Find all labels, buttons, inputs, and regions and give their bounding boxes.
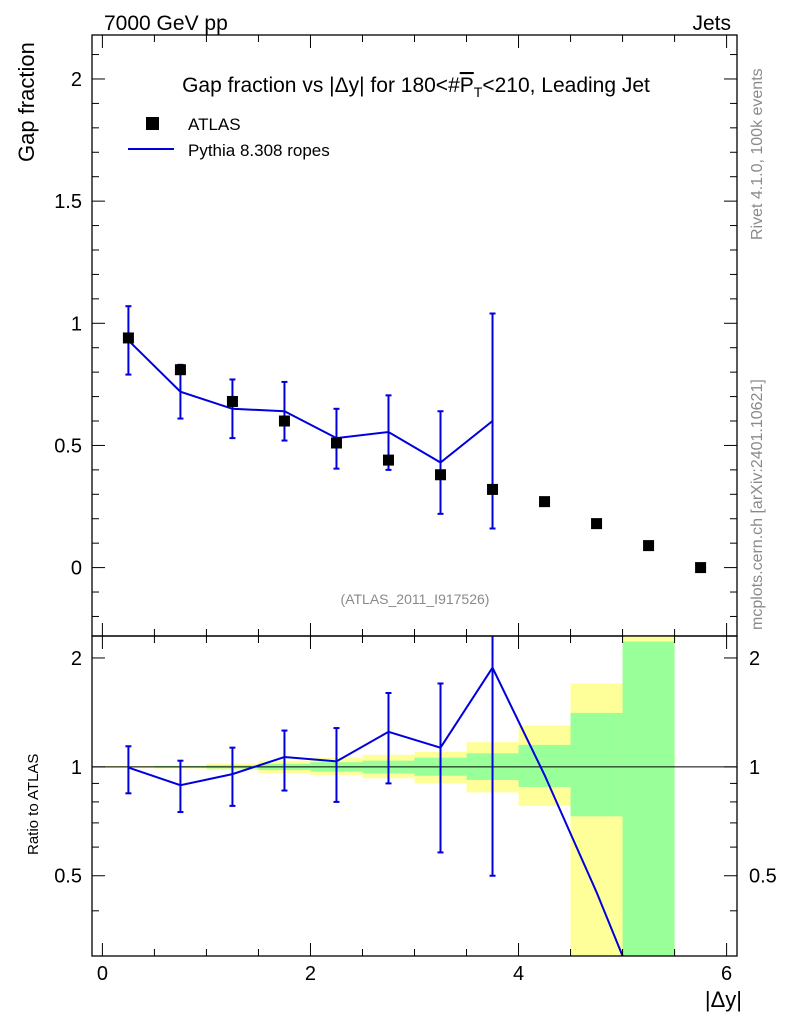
- atlas-data-point: [591, 518, 603, 530]
- atlas-data-point: [539, 496, 551, 508]
- y-tick-label: 1.5: [54, 191, 82, 213]
- legend-pythia-label: Pythia 8.308 ropes: [188, 141, 330, 160]
- x-tick-label: 6: [721, 963, 732, 985]
- mcplots-label: mcplots.cern.ch [arXiv:2401.10621]: [749, 379, 766, 630]
- x-axis-label: |Δy|: [705, 987, 742, 1012]
- uncertainty-band-green: [622, 641, 675, 956]
- y-tick-label: 1: [71, 313, 82, 335]
- y-tick-label: 2: [71, 69, 82, 91]
- rivet-version-label: Rivet 4.1.0, 100k events: [749, 68, 766, 240]
- chart-title: Gap fraction vs |Δy| for 180<#PT<210, Le…: [182, 74, 650, 100]
- x-tick-label: 0: [97, 963, 108, 985]
- uncertainty-band-green: [570, 712, 623, 817]
- atlas-data-point: [695, 562, 707, 574]
- y-tick-label: 0: [71, 558, 82, 580]
- ratio-y-tick-label-right: 0.5: [749, 866, 777, 888]
- category-label: Jets: [692, 12, 731, 35]
- ratio-panel: 0.5 0.5 1 1 2 2 0 2 4 6: [54, 635, 777, 985]
- atlas-data-point: [330, 437, 342, 449]
- energy-label: 7000 GeV pp: [104, 12, 228, 35]
- ratio-y-tick-label: 0.5: [54, 866, 82, 888]
- atlas-data-point: [643, 540, 655, 552]
- ratio-y-tick-label-right: 2: [749, 648, 760, 670]
- ratio-y-tick-label: 2: [71, 648, 82, 670]
- atlas-data-point: [487, 483, 499, 495]
- pythia-line: [127, 339, 494, 464]
- legend-atlas-label: ATLAS: [188, 115, 241, 134]
- y-axis-label: Gap fraction: [14, 42, 39, 162]
- analysis-tag: (ATLAS_2011_I917526): [341, 591, 490, 607]
- legend: ATLAS Pythia 8.308 ropes: [128, 115, 330, 160]
- atlas-data-point: [382, 454, 394, 466]
- atlas-data-point: [122, 332, 134, 344]
- atlas-data-point: [226, 395, 238, 407]
- ratio-y-axis-label: Ratio to ATLAS: [25, 754, 42, 855]
- x-tick-label: 4: [513, 963, 524, 985]
- atlas-data-point: [174, 364, 186, 376]
- atlas-data-point: [278, 415, 290, 427]
- legend-atlas-marker: [146, 117, 159, 130]
- ratio-y-tick-label: 1: [71, 757, 82, 779]
- uncertainty-band-green: [518, 744, 571, 787]
- y-tick-label: 0.5: [54, 435, 82, 457]
- atlas-data-point: [435, 469, 447, 481]
- ratio-y-tick-label-right: 1: [749, 757, 760, 779]
- x-tick-label: 2: [305, 963, 316, 985]
